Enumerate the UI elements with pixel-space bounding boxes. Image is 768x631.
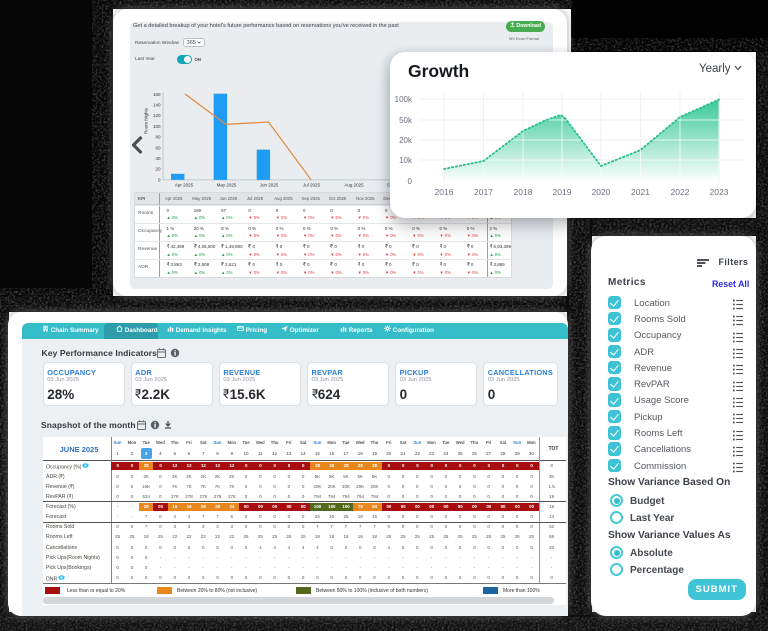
svg-text:120: 120 (153, 113, 161, 118)
svg-text:50k: 50k (399, 116, 413, 125)
svg-text:2018: 2018 (514, 187, 533, 197)
svg-text:May 2025: May 2025 (217, 183, 237, 188)
svg-text:2021: 2021 (631, 187, 650, 197)
svg-text:20k: 20k (399, 136, 413, 145)
svg-text:2023: 2023 (710, 187, 729, 197)
svg-text:20: 20 (155, 167, 161, 172)
svg-text:40: 40 (155, 156, 161, 161)
svg-text:Jul 2025: Jul 2025 (303, 183, 321, 188)
svg-text:2016: 2016 (435, 187, 454, 197)
svg-text:Jun 2025: Jun 2025 (260, 183, 279, 188)
svg-text:140: 140 (153, 103, 161, 108)
svg-text:160: 160 (153, 92, 161, 97)
svg-text:2017: 2017 (474, 187, 493, 197)
svg-text:80: 80 (155, 135, 161, 140)
svg-text:0: 0 (408, 177, 413, 186)
svg-text:Apr 2025: Apr 2025 (175, 183, 194, 188)
svg-text:2022: 2022 (671, 187, 690, 197)
svg-text:Aug 2025: Aug 2025 (344, 183, 364, 188)
svg-text:60: 60 (155, 145, 161, 150)
svg-text:100: 100 (153, 124, 161, 129)
svg-text:2020: 2020 (592, 187, 611, 197)
svg-text:10k: 10k (399, 156, 413, 165)
svg-text:0: 0 (158, 177, 161, 182)
svg-text:2019: 2019 (553, 187, 572, 197)
svg-text:100k: 100k (395, 95, 413, 104)
svg-text:Room Nights: Room Nights (144, 107, 149, 134)
